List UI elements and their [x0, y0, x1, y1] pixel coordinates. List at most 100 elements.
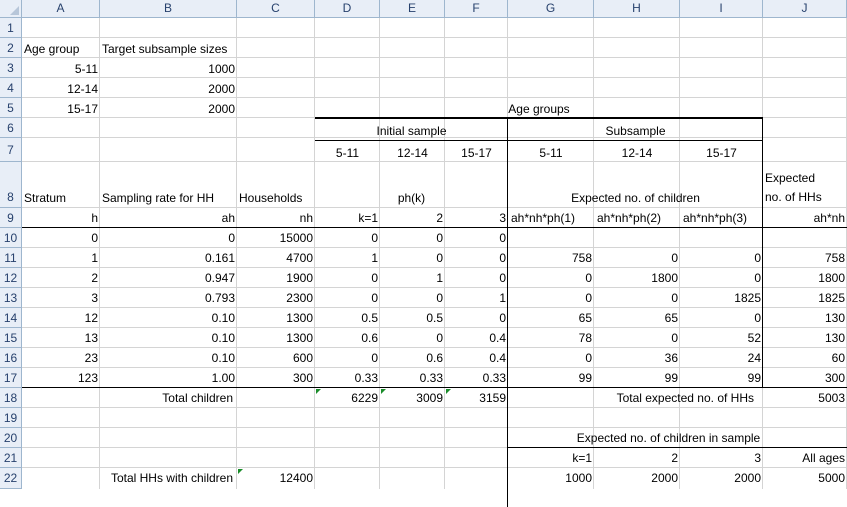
- column-header-i[interactable]: I: [680, 0, 763, 18]
- cell-c10[interactable]: 15000: [279, 231, 313, 245]
- cell-g11[interactable]: 758: [571, 251, 592, 265]
- cell-a10[interactable]: 0: [91, 231, 98, 245]
- cell-e7[interactable]: 12-14: [397, 146, 428, 160]
- cell-g17[interactable]: 99: [578, 371, 592, 385]
- row-header-17[interactable]: 17: [0, 368, 22, 388]
- cell-c9[interactable]: nh: [299, 211, 313, 225]
- cell-a4[interactable]: 12-14: [67, 82, 98, 96]
- cell-i12[interactable]: 0: [754, 271, 761, 285]
- cell-d15[interactable]: 0.6: [361, 331, 378, 345]
- cell-c8[interactable]: Households: [239, 191, 303, 205]
- row-header-18[interactable]: 18: [0, 388, 22, 408]
- cell-j17[interactable]: 300: [824, 371, 845, 385]
- column-header-h[interactable]: H: [594, 0, 680, 18]
- cell-g16[interactable]: 0: [585, 351, 592, 365]
- cell-d17[interactable]: 0.33: [354, 371, 378, 385]
- row-header-12[interactable]: 12: [0, 268, 22, 288]
- cell-i17[interactable]: 99: [747, 371, 761, 385]
- column-header-b[interactable]: B: [100, 0, 237, 18]
- cell-e10[interactable]: 0: [436, 231, 443, 245]
- row-header-6[interactable]: 6: [0, 118, 22, 138]
- row-header-14[interactable]: 14: [0, 308, 22, 328]
- row-header-11[interactable]: 11: [0, 248, 22, 268]
- cell-c13[interactable]: 2300: [286, 291, 313, 305]
- cell-b17[interactable]: 1.00: [211, 371, 235, 385]
- cell-c15[interactable]: 1300: [286, 331, 313, 345]
- cell-e17[interactable]: 0.33: [419, 371, 443, 385]
- cell-c22[interactable]: 12400: [279, 471, 313, 485]
- cell-d13[interactable]: 0: [371, 291, 378, 305]
- row-header-10[interactable]: 10: [0, 228, 22, 248]
- cell-j8-line2[interactable]: no. of HHs: [765, 190, 822, 204]
- cell-i22[interactable]: 2000: [734, 471, 761, 485]
- cell-j11[interactable]: 758: [824, 251, 845, 265]
- cell-j14[interactable]: 130: [824, 311, 845, 325]
- row-header-1[interactable]: 1: [0, 18, 22, 38]
- cell-f14[interactable]: 0: [499, 311, 506, 325]
- cell-d18[interactable]: 6229: [351, 391, 378, 405]
- cell-a15[interactable]: 13: [84, 331, 98, 345]
- cell-e11[interactable]: 0: [436, 251, 443, 265]
- cell-a8[interactable]: Stratum: [24, 191, 67, 205]
- row-header-4[interactable]: 4: [0, 78, 22, 98]
- column-header-j[interactable]: J: [763, 0, 847, 18]
- cell-b3[interactable]: 1000: [208, 62, 235, 76]
- cell-expected-children-header[interactable]: Expected no. of children: [571, 191, 700, 205]
- cell-g21[interactable]: k=1: [572, 451, 592, 465]
- cell-age-groups-title[interactable]: Age groups: [508, 102, 570, 116]
- column-header-a[interactable]: A: [22, 0, 100, 18]
- cell-h12[interactable]: 1800: [651, 271, 678, 285]
- column-header-e[interactable]: E: [380, 0, 445, 18]
- cell-d10[interactable]: 0: [371, 231, 378, 245]
- cell-b8[interactable]: Sampling rate for HH: [102, 191, 215, 205]
- cell-c14[interactable]: 1300: [286, 311, 313, 325]
- cell-a2[interactable]: Age group: [24, 42, 80, 56]
- cell-d9[interactable]: k=1: [358, 211, 378, 225]
- cell-e15[interactable]: 0: [436, 331, 443, 345]
- cell-j18[interactable]: 5003: [818, 391, 845, 405]
- cell-g9[interactable]: ah*nh*ph(1): [511, 211, 576, 225]
- row-header-5[interactable]: 5: [0, 98, 22, 118]
- cell-a12[interactable]: 2: [91, 271, 98, 285]
- cell-h16[interactable]: 36: [664, 351, 678, 365]
- column-header-c[interactable]: C: [237, 0, 315, 18]
- row-header-7[interactable]: 7: [0, 138, 22, 162]
- cell-total-expected-hhs-label[interactable]: Total expected no. of HHs: [616, 391, 754, 405]
- cell-c16[interactable]: 600: [292, 351, 313, 365]
- cell-a9[interactable]: h: [91, 211, 98, 225]
- cell-i14[interactable]: 0: [754, 311, 761, 325]
- cell-a16[interactable]: 23: [84, 351, 98, 365]
- cell-d12[interactable]: 0: [371, 271, 378, 285]
- row-header-8[interactable]: 8: [0, 162, 22, 208]
- cell-f11[interactable]: 0: [499, 251, 506, 265]
- cell-h14[interactable]: 65: [664, 311, 678, 325]
- cell-f16[interactable]: 0.4: [489, 351, 506, 365]
- cell-i13[interactable]: 1825: [734, 291, 761, 305]
- row-header-3[interactable]: 3: [0, 58, 22, 78]
- cell-b16[interactable]: 0.10: [211, 351, 235, 365]
- cell-c17[interactable]: 300: [292, 371, 313, 385]
- cell-e9[interactable]: 2: [436, 211, 443, 225]
- cell-j12[interactable]: 1800: [818, 271, 845, 285]
- cell-e12[interactable]: 1: [436, 271, 443, 285]
- column-header-f[interactable]: F: [445, 0, 508, 18]
- row-header-16[interactable]: 16: [0, 348, 22, 368]
- cell-i15[interactable]: 52: [747, 331, 761, 345]
- cell-d14[interactable]: 0.5: [361, 311, 378, 325]
- cell-j8-line1[interactable]: Expected: [765, 171, 816, 185]
- cell-g14[interactable]: 65: [578, 311, 592, 325]
- cell-f7[interactable]: 15-17: [461, 146, 492, 160]
- cell-h15[interactable]: 0: [671, 331, 678, 345]
- cell-c11[interactable]: 4700: [286, 251, 313, 265]
- column-header-g[interactable]: G: [508, 0, 594, 18]
- cell-d16[interactable]: 0: [371, 351, 378, 365]
- cell-a3[interactable]: 5-11: [74, 62, 98, 76]
- cell-i11[interactable]: 0: [754, 251, 761, 265]
- column-header-d[interactable]: D: [315, 0, 380, 18]
- cell-f12[interactable]: 0: [499, 271, 506, 285]
- cell-d11[interactable]: 1: [371, 251, 378, 265]
- cell-e18[interactable]: 3009: [416, 391, 443, 405]
- cell-f13[interactable]: 1: [499, 291, 506, 305]
- cell-e13[interactable]: 0: [436, 291, 443, 305]
